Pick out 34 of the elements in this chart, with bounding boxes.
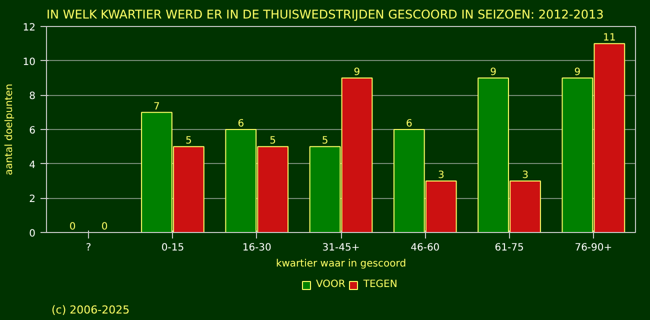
data-label: 3 [522, 170, 528, 181]
y-tick-label: 12 [22, 22, 36, 34]
x-tick-label: ? [86, 242, 92, 254]
data-label: 5 [186, 136, 192, 147]
data-label: 0 [101, 222, 108, 232]
y-tick-label: 8 [29, 91, 36, 102]
x-tick-label: 46-60 [410, 242, 440, 254]
data-label: 6 [238, 118, 244, 130]
data-label: 9 [574, 67, 581, 78]
x-tick-label: 61-75 [494, 242, 524, 254]
data-label: 0 [69, 222, 76, 232]
x-tick-label: 31-45+ [322, 242, 360, 254]
legend-label: VOOR [316, 279, 346, 290]
data-label: 3 [438, 170, 444, 181]
x-axis-title: kwartier waar in gescoord [276, 258, 406, 270]
y-axis-title: aantal doelpunten [4, 84, 15, 176]
data-label: 9 [490, 67, 496, 78]
data-label: 11 [603, 32, 616, 44]
x-tick-label: 76-90+ [574, 242, 612, 254]
y-tick-label: 2 [29, 194, 36, 206]
data-label: 9 [354, 67, 360, 78]
y-tick-label: 0 [29, 228, 36, 240]
y-tick-label: 4 [29, 160, 36, 171]
data-label: 6 [406, 118, 412, 130]
legend-label: TEGEN [363, 279, 398, 290]
x-tick-label: 0-15 [161, 242, 184, 254]
chart-title: IN WELK KWARTIER WERD ER IN DE THUISWEDSTRIJDEN GESCOORD IN SEIZOEN: 2012-2013 [46, 8, 604, 22]
y-tick-label: 10 [22, 56, 36, 68]
x-tick-label: 16-30 [242, 242, 272, 254]
y-tick-label: 6 [29, 126, 36, 136]
data-label: 5 [322, 136, 328, 147]
data-label: 5 [270, 136, 276, 147]
data-label: 7 [154, 101, 160, 112]
text: (c) 2006-2025 [52, 304, 130, 316]
